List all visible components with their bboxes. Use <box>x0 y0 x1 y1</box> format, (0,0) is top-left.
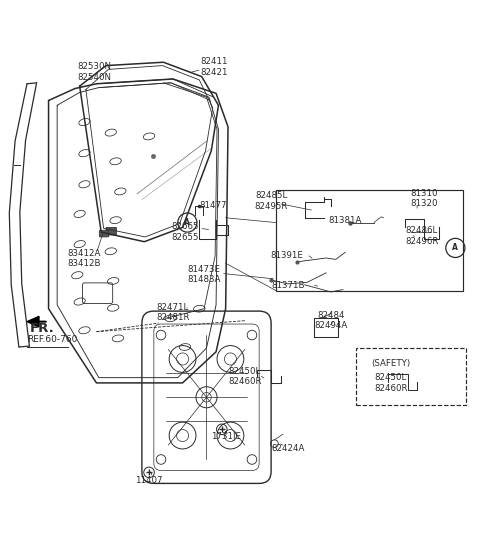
Text: 81371B: 81371B <box>271 281 305 290</box>
Text: 82411
82421: 82411 82421 <box>200 57 228 77</box>
Text: 82484
82494A: 82484 82494A <box>314 311 348 330</box>
FancyBboxPatch shape <box>99 230 109 237</box>
Text: 82424A: 82424A <box>271 444 304 453</box>
Polygon shape <box>27 316 39 327</box>
Text: 81310
81320: 81310 81320 <box>410 189 438 208</box>
Text: 81473E
81483A: 81473E 81483A <box>187 264 221 284</box>
FancyBboxPatch shape <box>106 227 117 235</box>
Bar <box>276 190 463 291</box>
Bar <box>356 348 466 405</box>
Text: 82485L
82495R: 82485L 82495R <box>254 192 288 211</box>
Text: 82450L
82460R: 82450L 82460R <box>374 373 408 393</box>
Text: FR.: FR. <box>29 323 54 335</box>
Text: 82486L
82496R: 82486L 82496R <box>405 226 439 246</box>
Text: REF.60-760: REF.60-760 <box>27 335 77 344</box>
Text: (SAFETY): (SAFETY) <box>371 360 410 368</box>
Text: 11407: 11407 <box>135 475 163 484</box>
Text: 81477: 81477 <box>199 201 227 211</box>
Text: A: A <box>184 218 190 227</box>
Text: 81391E: 81391E <box>270 251 303 260</box>
Text: 1731JE: 1731JE <box>211 432 240 441</box>
Text: A: A <box>453 244 458 253</box>
Text: 83412A
83412B: 83412A 83412B <box>68 249 101 268</box>
Text: 81381A: 81381A <box>329 216 362 225</box>
Text: 82450L
82460R: 82450L 82460R <box>228 367 262 386</box>
Text: 82530N
82540N: 82530N 82540N <box>77 62 111 82</box>
Text: 82665
82655: 82665 82655 <box>171 222 199 242</box>
Text: 82471L
82481R: 82471L 82481R <box>156 303 190 322</box>
